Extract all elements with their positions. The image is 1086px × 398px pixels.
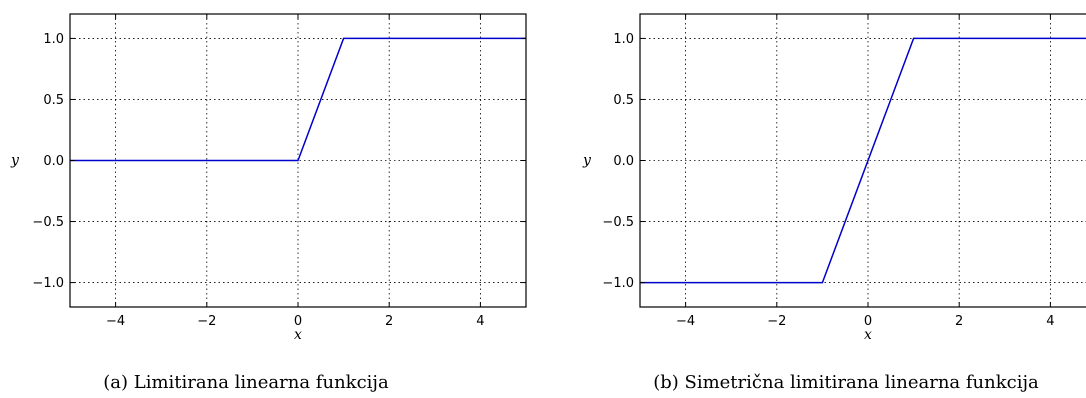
y-tick-label-b-3: −0.5 <box>602 215 634 230</box>
x-tick-label-b-3: 2 <box>955 314 963 329</box>
x-tick-label-b-0: −4 <box>676 314 695 329</box>
y-tick-label-b-0: 1.0 <box>613 32 634 47</box>
caption-a: (a) Limitirana linearna funkcija <box>103 372 389 393</box>
x-tick-label-a-3: 2 <box>385 314 393 329</box>
series-line-b-0 <box>640 37 1086 284</box>
y-tick-label-b-1: 0.5 <box>613 93 634 108</box>
series-line-a-0 <box>70 37 526 162</box>
x-tick-label-a-4: 4 <box>476 314 484 329</box>
x-tick-label-a-1: −2 <box>197 314 216 329</box>
x-tick-label-a-0: −4 <box>106 314 125 329</box>
chart-a: −4 −2 0 2 4 1.0 0.5 0.0 −0.5 −1.0 x y <box>10 13 527 343</box>
y-tick-label-a-0: 1.0 <box>43 32 64 47</box>
y-tick-label-a-1: 0.5 <box>43 93 64 108</box>
y-axis-label-b: y <box>582 153 592 169</box>
x-tick-label-b-1: −2 <box>767 314 786 329</box>
y-tick-label-b-2: 0.0 <box>613 154 634 169</box>
x-tick-label-b-4: 4 <box>1046 314 1054 329</box>
x-tick-label-b-2: 0 <box>864 314 872 329</box>
x-axis-label-b: x <box>864 327 872 343</box>
caption-b: (b) Simetrična limitirana linearna funkc… <box>653 372 1039 393</box>
x-axis-label-a: x <box>294 327 302 343</box>
y-axis-label-a: y <box>10 153 20 169</box>
x-tick-label-a-2: 0 <box>294 314 302 329</box>
y-tick-label-b-4: −1.0 <box>602 276 634 291</box>
y-tick-label-a-3: −0.5 <box>32 215 64 230</box>
chart-b: −4 −2 0 2 4 1.0 0.5 0.0 −0.5 −1.0 x y <box>582 13 1086 343</box>
y-tick-label-a-4: −1.0 <box>32 276 64 291</box>
y-tick-label-a-2: 0.0 <box>43 154 64 169</box>
